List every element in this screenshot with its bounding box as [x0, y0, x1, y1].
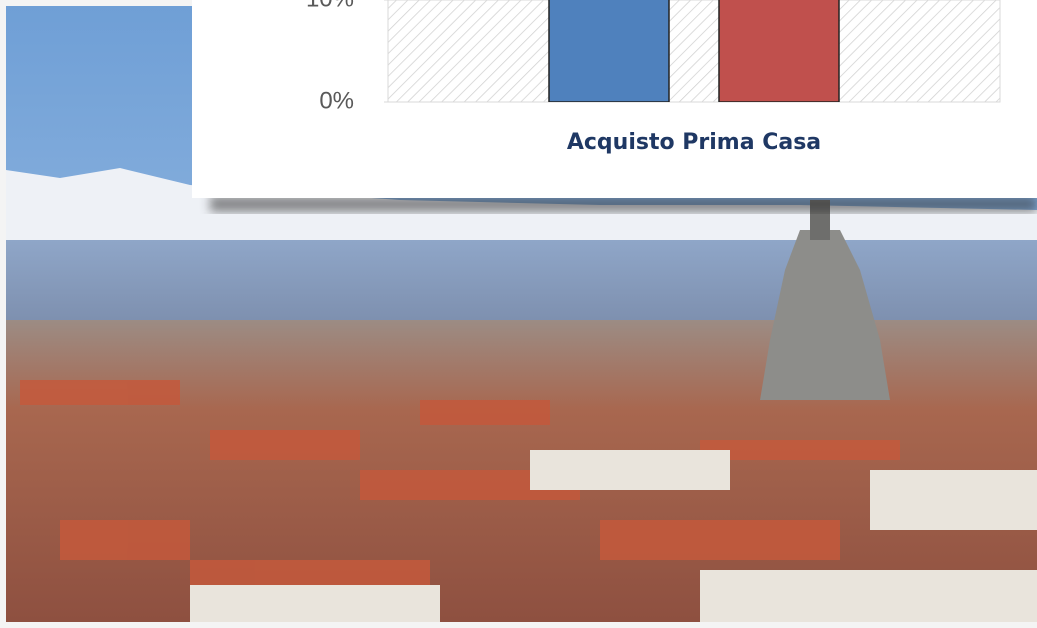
bar	[719, 0, 839, 102]
page: {"chart_data": {"type": "bar", "categori…	[0, 0, 1037, 628]
bar	[549, 0, 669, 102]
card-shadow	[210, 196, 1037, 212]
x-tick-label: Acquisto Prima Casa	[567, 130, 821, 155]
y-tick-label: 0%	[319, 87, 354, 114]
y-tick-label: 10%	[306, 0, 354, 12]
screenshot: 0% 10% Acquisto Prima Casa	[0, 0, 1037, 628]
plot-area	[388, 0, 1000, 102]
